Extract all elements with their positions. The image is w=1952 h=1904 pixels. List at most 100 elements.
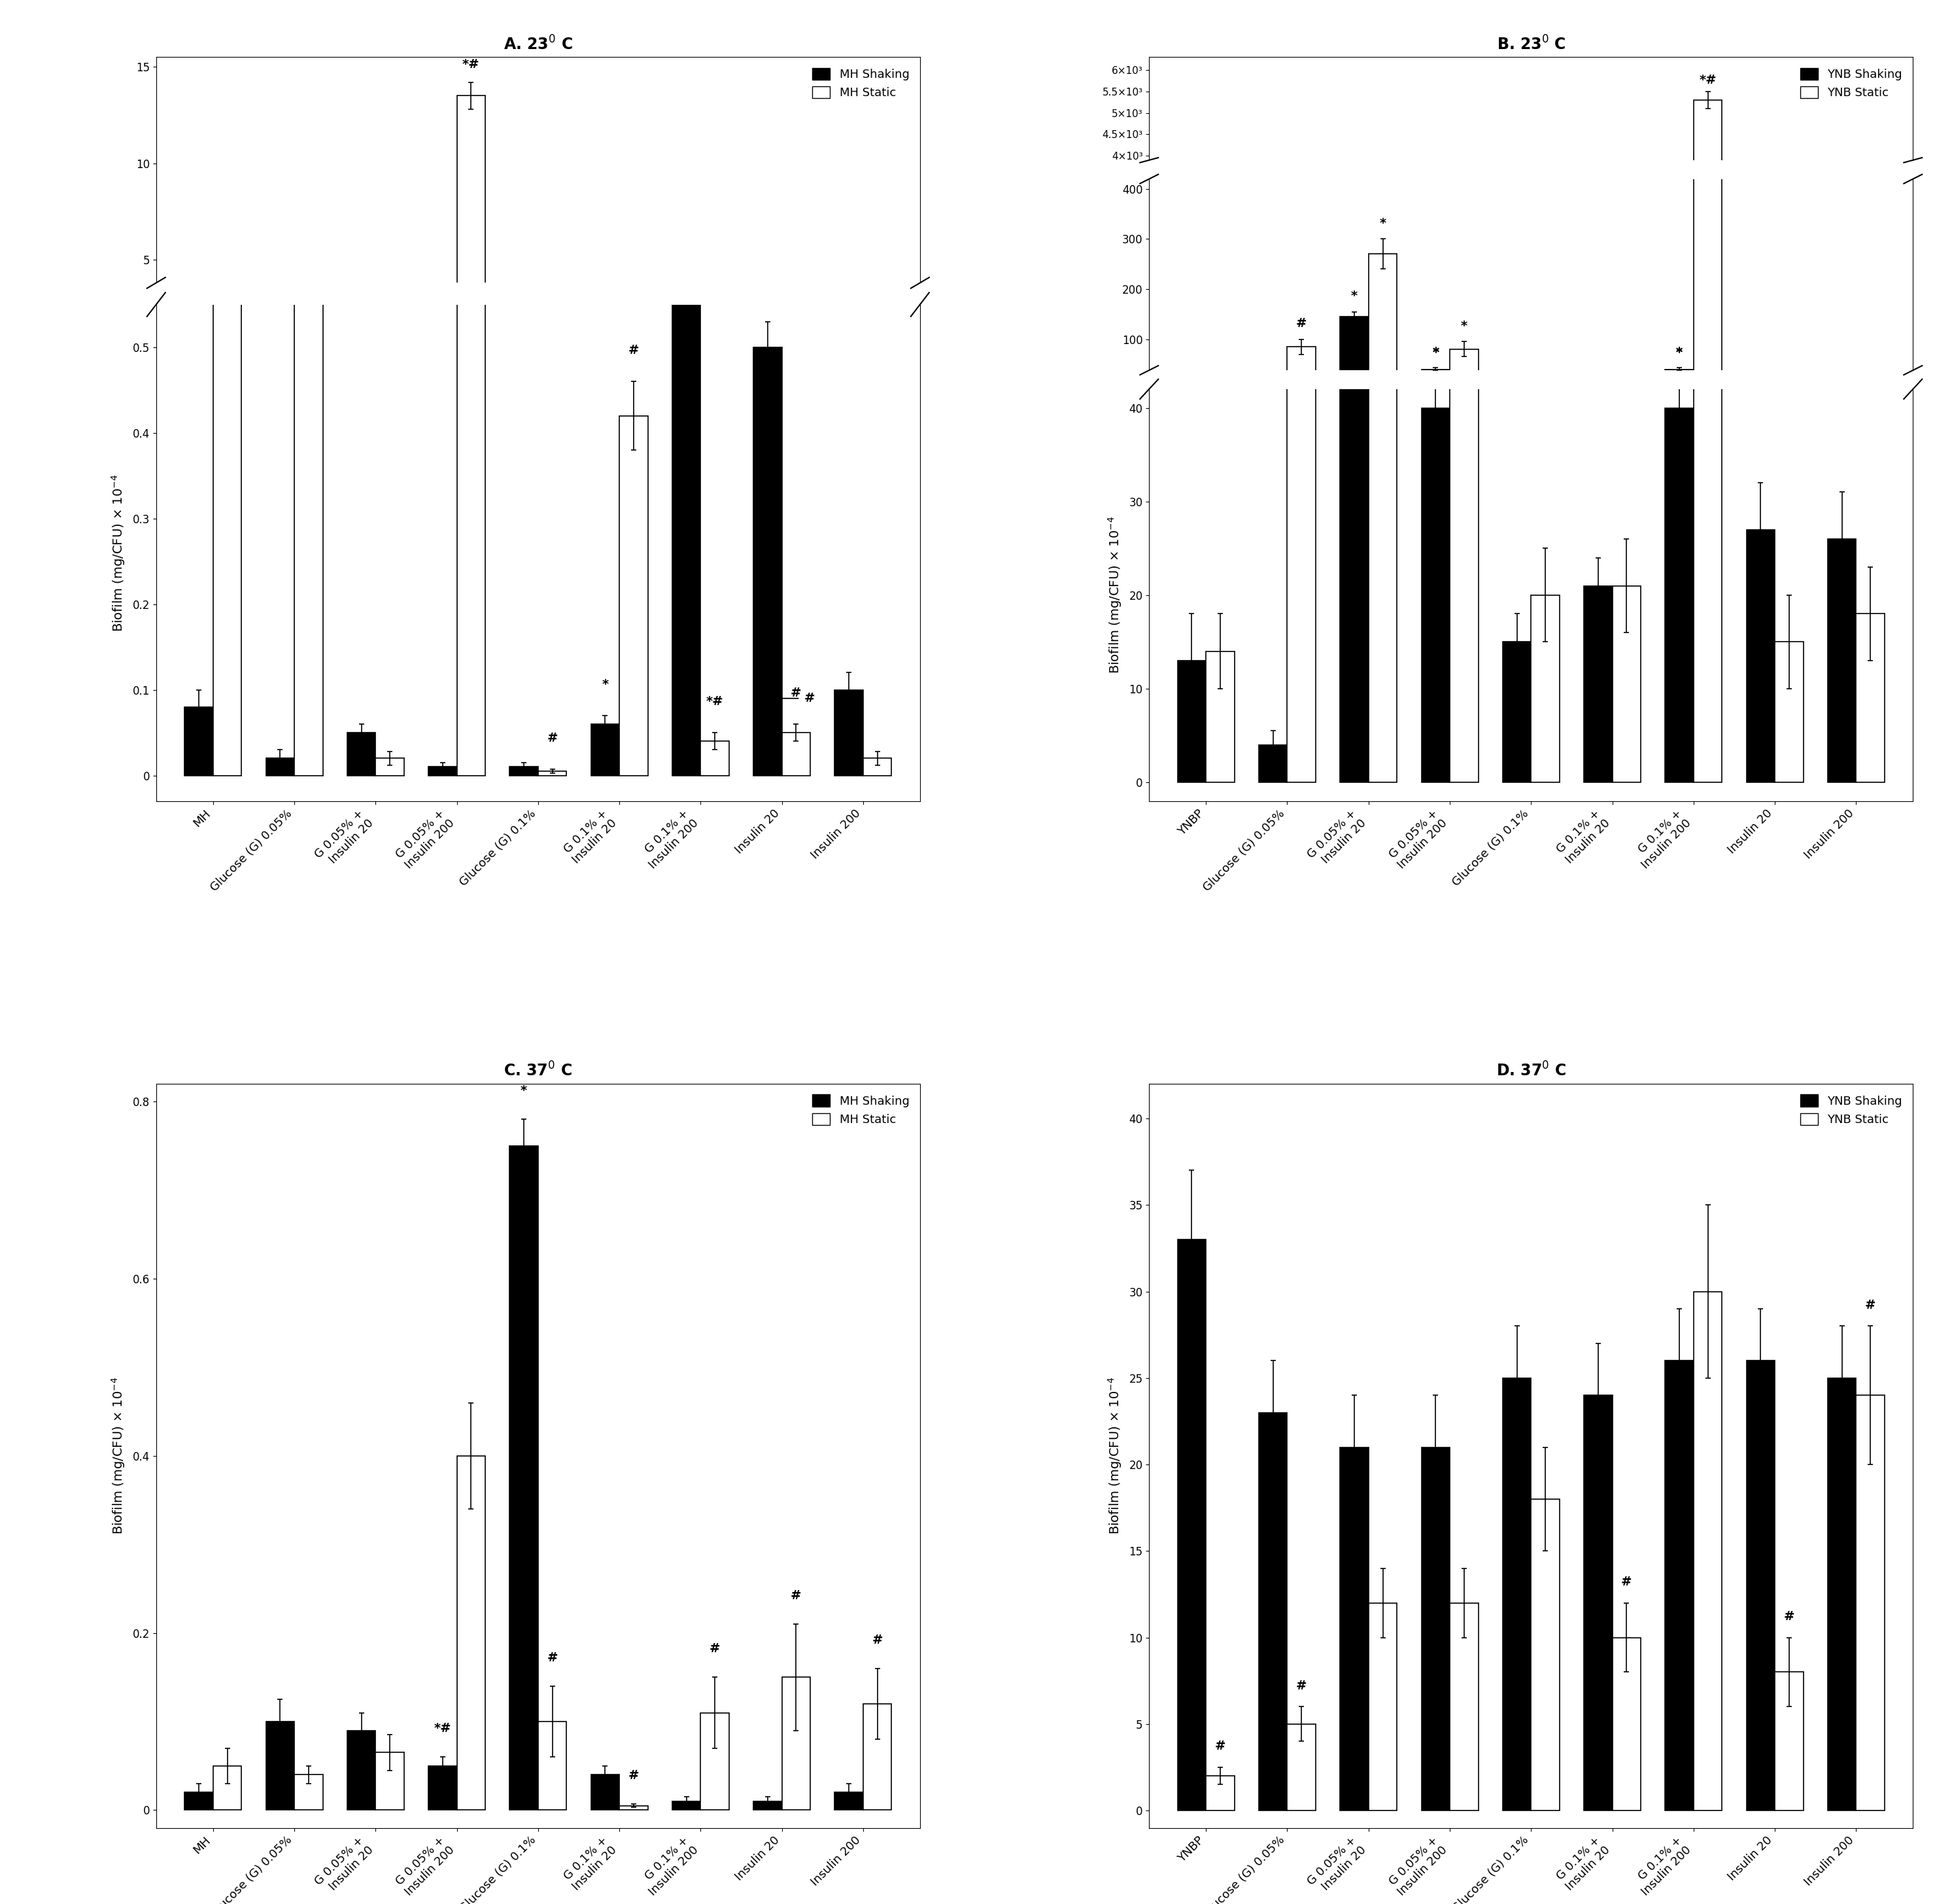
- Bar: [619, 415, 648, 775]
- Bar: [213, 299, 242, 356]
- Bar: [1612, 586, 1642, 783]
- Bar: [375, 758, 404, 775]
- Bar: [1665, 407, 1694, 783]
- Bar: [347, 1731, 375, 1811]
- Bar: [1774, 1672, 1804, 1811]
- Bar: [539, 771, 566, 775]
- Bar: [1583, 1396, 1612, 1811]
- Bar: [265, 758, 295, 775]
- Text: #: #: [791, 687, 802, 699]
- Bar: [1694, 0, 1722, 388]
- Bar: [1421, 407, 1450, 783]
- Bar: [1368, 1603, 1398, 1811]
- Y-axis label: Biofilm (mg/CFU) × 10$^{-4}$: Biofilm (mg/CFU) × 10$^{-4}$: [1107, 1377, 1124, 1535]
- Y-axis label: Biofilm (mg/CFU) × 10$^{-4}$: Biofilm (mg/CFU) × 10$^{-4}$: [109, 474, 127, 632]
- Text: *: *: [1351, 289, 1359, 303]
- Bar: [295, 1775, 322, 1811]
- Bar: [427, 767, 457, 775]
- Bar: [1747, 529, 1774, 783]
- Bar: [1341, 322, 1368, 327]
- Bar: [1259, 1413, 1286, 1811]
- Bar: [671, 0, 701, 775]
- Title: A. 23$^0$ C: A. 23$^0$ C: [504, 36, 572, 53]
- Bar: [1286, 324, 1316, 327]
- Bar: [1177, 1240, 1206, 1811]
- Bar: [1450, 348, 1478, 388]
- Text: #: #: [547, 733, 558, 744]
- Bar: [1694, 1291, 1722, 1811]
- Bar: [1177, 383, 1206, 388]
- Bar: [1665, 369, 1694, 388]
- Bar: [783, 733, 810, 775]
- Bar: [1206, 1776, 1234, 1811]
- Text: #: #: [1296, 1679, 1308, 1693]
- Text: *: *: [1677, 347, 1683, 358]
- Bar: [185, 706, 213, 775]
- Title: C. 37$^0$ C: C. 37$^0$ C: [504, 1062, 572, 1080]
- Bar: [1694, 101, 1722, 327]
- Text: *: *: [1433, 347, 1439, 358]
- Bar: [213, 0, 242, 775]
- Text: *: *: [1433, 347, 1439, 360]
- Bar: [539, 1721, 566, 1811]
- Bar: [619, 348, 648, 356]
- Bar: [509, 1146, 539, 1811]
- Text: *#: *#: [707, 695, 724, 708]
- Text: #: #: [804, 693, 816, 704]
- Bar: [1583, 586, 1612, 783]
- Bar: [1530, 1498, 1560, 1811]
- Text: *: *: [1460, 320, 1468, 331]
- Text: *#: *#: [463, 59, 480, 70]
- Text: #: #: [1296, 318, 1308, 329]
- Bar: [835, 1792, 863, 1811]
- Bar: [1421, 369, 1450, 388]
- Y-axis label: Biofilm (mg/CFU) × 10$^{-4}$: Biofilm (mg/CFU) × 10$^{-4}$: [109, 1377, 127, 1535]
- Bar: [1341, 0, 1368, 783]
- Text: #: #: [709, 1643, 720, 1655]
- Text: *: *: [601, 678, 609, 691]
- Text: #: #: [1620, 1577, 1632, 1588]
- Bar: [1747, 1361, 1774, 1811]
- Bar: [1450, 324, 1478, 327]
- Bar: [1827, 539, 1856, 783]
- Bar: [1827, 1378, 1856, 1811]
- Legend: MH Shaking, MH Static: MH Shaking, MH Static: [808, 63, 914, 103]
- Bar: [1747, 375, 1774, 388]
- Bar: [591, 724, 619, 775]
- Text: *: *: [1677, 347, 1683, 360]
- Bar: [835, 354, 863, 356]
- Bar: [1503, 1378, 1530, 1811]
- Bar: [375, 1752, 404, 1811]
- Text: *: *: [1380, 217, 1386, 230]
- Bar: [509, 767, 539, 775]
- Text: #: #: [1214, 1740, 1226, 1752]
- Bar: [1286, 347, 1316, 388]
- Bar: [753, 347, 783, 356]
- Bar: [1694, 0, 1722, 783]
- Bar: [1774, 383, 1804, 388]
- Bar: [1583, 379, 1612, 388]
- Bar: [1259, 387, 1286, 388]
- Text: #: #: [629, 1769, 638, 1782]
- Bar: [185, 1792, 213, 1811]
- Text: #: #: [629, 345, 638, 356]
- Bar: [213, 1765, 242, 1811]
- Text: #: #: [791, 1590, 802, 1601]
- Bar: [1856, 381, 1884, 388]
- Bar: [753, 347, 783, 775]
- Text: *#: *#: [1698, 74, 1716, 86]
- Bar: [1827, 377, 1856, 388]
- Title: B. 23$^0$ C: B. 23$^0$ C: [1497, 36, 1566, 53]
- Bar: [1341, 1447, 1368, 1811]
- Bar: [1856, 1396, 1884, 1811]
- Bar: [1421, 1447, 1450, 1811]
- Bar: [1368, 253, 1398, 388]
- Text: #: #: [547, 1651, 558, 1664]
- Bar: [753, 1801, 783, 1811]
- Bar: [1856, 613, 1884, 783]
- Bar: [783, 1677, 810, 1811]
- Bar: [1450, 1603, 1478, 1811]
- Text: *: *: [521, 1085, 527, 1097]
- Bar: [619, 1805, 648, 1811]
- Bar: [1503, 642, 1530, 783]
